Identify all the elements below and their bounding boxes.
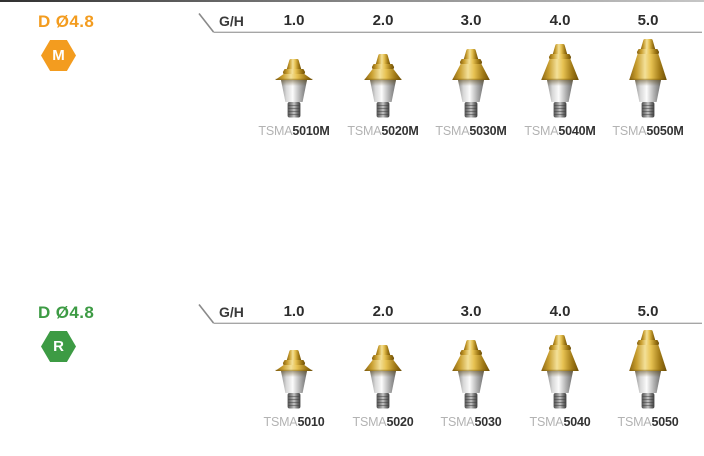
abutment-image — [516, 34, 604, 118]
product-code: TSMA5020M — [339, 124, 427, 138]
product-code: TSMA5020 — [339, 415, 427, 429]
gh-header-label: G/H — [219, 13, 244, 29]
product-code: TSMA5050M — [604, 124, 692, 138]
product-code: TSMA5010M — [250, 124, 338, 138]
product-code-prefix: TSMA — [524, 124, 559, 138]
product-code: TSMA5010 — [250, 415, 338, 429]
abutment-illustration — [364, 53, 402, 117]
product-code-prefix: TSMA — [529, 415, 564, 429]
product-code-number: 5040M — [558, 124, 596, 138]
abutment-illustration — [275, 58, 313, 117]
abutment-image — [427, 34, 515, 118]
hexagon-badge: R — [41, 331, 76, 362]
abutment-image — [250, 325, 338, 409]
product-code-number: 5010M — [292, 124, 330, 138]
gh-header-label: G/H — [219, 304, 244, 320]
badge-letter: M — [52, 47, 65, 64]
abutment-image — [427, 325, 515, 409]
abutment-image — [604, 34, 692, 118]
product-code-number: 5040 — [563, 415, 591, 429]
gh-value: 5.0 — [637, 303, 659, 320]
gh-header-rule — [198, 304, 702, 324]
product-code-number: 5030M — [469, 124, 507, 138]
abutment-illustration — [629, 329, 667, 408]
product-code-prefix: TSMA — [258, 124, 293, 138]
product-code-prefix: TSMA — [435, 124, 470, 138]
product-code-prefix: TSMA — [617, 415, 652, 429]
gh-value: 2.0 — [372, 303, 394, 320]
product-code-number: 5050M — [646, 124, 684, 138]
abutment-illustration — [541, 43, 579, 117]
product-code-prefix: TSMA — [612, 124, 647, 138]
badge-letter: R — [53, 338, 64, 355]
gh-value: 3.0 — [460, 303, 482, 320]
product-code: TSMA5030M — [427, 124, 515, 138]
product-section-regular: D Ø4.8 R G/H 1.0 2.0 3.0 4.0 5.0 TSMA501… — [0, 303, 704, 451]
product-code-number: 5030 — [474, 415, 502, 429]
abutment-image — [250, 34, 338, 118]
product-code-number: 5020M — [381, 124, 419, 138]
gh-value: 1.0 — [283, 303, 305, 320]
product-section-mini: D Ø4.8 M G/H 1.0 2.0 3.0 4.0 5.0 TSMA501… — [0, 12, 704, 160]
gh-value: 1.0 — [283, 12, 305, 29]
diameter-label: D Ø4.8 — [38, 303, 95, 322]
diameter-label: D Ø4.8 — [38, 12, 95, 31]
gh-value: 4.0 — [549, 12, 571, 29]
abutment-illustration — [629, 38, 667, 117]
abutment-illustration — [452, 48, 490, 117]
gh-value: 3.0 — [460, 12, 482, 29]
abutment-image — [339, 325, 427, 409]
product-code-prefix: TSMA — [440, 415, 475, 429]
abutment-image — [516, 325, 604, 409]
gh-header-rule — [198, 13, 702, 33]
abutment-illustration — [364, 344, 402, 408]
product-code: TSMA5030 — [427, 415, 515, 429]
gh-value: 5.0 — [637, 12, 659, 29]
abutment-image — [339, 34, 427, 118]
gh-value: 2.0 — [372, 12, 394, 29]
gh-value: 4.0 — [549, 303, 571, 320]
page-top-edge — [0, 0, 704, 2]
hexagon-badge: M — [41, 40, 76, 71]
product-code-prefix: TSMA — [347, 124, 382, 138]
product-code: TSMA5050 — [604, 415, 692, 429]
product-code: TSMA5040 — [516, 415, 604, 429]
product-code: TSMA5040M — [516, 124, 604, 138]
product-code-number: 5050 — [651, 415, 679, 429]
abutment-image — [604, 325, 692, 409]
abutment-illustration — [452, 339, 490, 408]
product-code-number: 5010 — [297, 415, 325, 429]
abutment-illustration — [541, 334, 579, 408]
product-code-prefix: TSMA — [352, 415, 387, 429]
product-code-prefix: TSMA — [263, 415, 298, 429]
abutment-illustration — [275, 349, 313, 408]
product-code-number: 5020 — [386, 415, 414, 429]
